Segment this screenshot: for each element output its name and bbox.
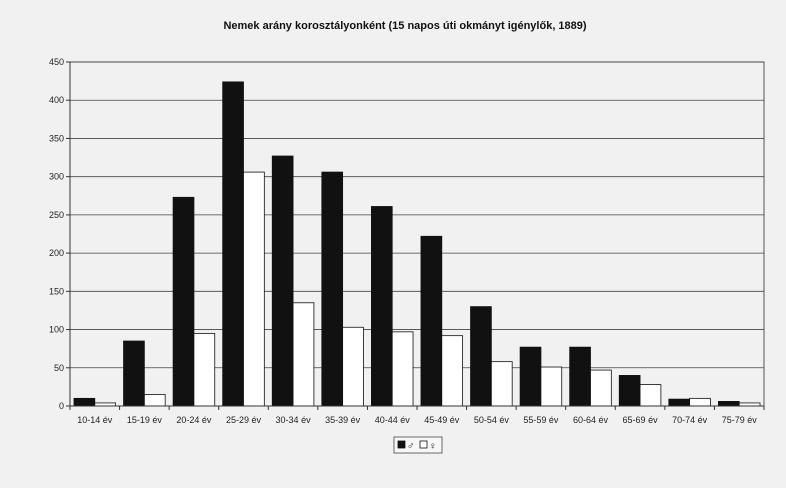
bar-female bbox=[243, 171, 265, 407]
y-tick-label: 150 bbox=[49, 286, 64, 296]
y-tick-label: 300 bbox=[49, 172, 64, 182]
y-tick-label: 250 bbox=[49, 210, 64, 220]
bar-female bbox=[292, 302, 315, 407]
x-tick-label: 25-29 év bbox=[226, 415, 262, 425]
x-tick-label: 20-24 év bbox=[176, 415, 212, 425]
legend-swatch bbox=[419, 440, 428, 449]
bar-female bbox=[490, 361, 513, 407]
bar-female bbox=[441, 335, 464, 407]
bar-female bbox=[689, 397, 711, 407]
x-tick-label: 40-44 év bbox=[375, 415, 411, 425]
x-tick-label: 70-74 év bbox=[672, 415, 708, 425]
y-tick-label: 400 bbox=[49, 95, 64, 105]
x-tick-label: 15-19 év bbox=[127, 415, 163, 425]
bar-male bbox=[618, 375, 641, 407]
bar-female bbox=[143, 394, 166, 407]
legend-box bbox=[393, 436, 443, 454]
y-tick-label: 100 bbox=[49, 325, 64, 335]
y-tick-label: 200 bbox=[49, 248, 64, 258]
x-tick-label: 45-49 év bbox=[424, 415, 460, 425]
x-tick-label: 75-79 év bbox=[722, 415, 758, 425]
bar-female bbox=[193, 332, 216, 407]
y-tick-label: 0 bbox=[59, 401, 64, 411]
legend: ♂ ♀ bbox=[393, 436, 443, 454]
bar-female bbox=[590, 369, 612, 407]
bar-male bbox=[172, 196, 195, 407]
bar-male bbox=[321, 171, 344, 407]
legend-label: ♂ bbox=[407, 441, 415, 452]
x-tick-label: 65-69 év bbox=[623, 415, 659, 425]
bar-female bbox=[342, 326, 364, 407]
bar-male bbox=[420, 235, 443, 407]
legend-label: ♀ bbox=[429, 441, 437, 452]
legend-swatch bbox=[397, 440, 406, 449]
bar-male bbox=[370, 206, 393, 407]
bar-male bbox=[271, 155, 294, 407]
y-tick-label: 450 bbox=[49, 57, 64, 67]
axes: 0 50 100 150 200 250 300 350 400 450 10-14 év 15-19… bbox=[49, 57, 765, 425]
bar-female bbox=[639, 384, 662, 407]
bar-male bbox=[73, 397, 96, 407]
x-tick-label: 10-14 év bbox=[77, 415, 113, 425]
y-tick-label: 350 bbox=[49, 133, 64, 143]
x-tick-label: 60-64 év bbox=[573, 415, 609, 425]
bar-male bbox=[123, 340, 145, 407]
x-tick-label: 35-39 év bbox=[325, 415, 361, 425]
bars bbox=[73, 81, 761, 407]
x-tick-label: 50-54 év bbox=[474, 415, 510, 425]
y-tick-label: 50 bbox=[54, 363, 64, 373]
bar-male bbox=[222, 81, 244, 407]
bar-male bbox=[470, 306, 492, 407]
bar-male bbox=[569, 346, 591, 407]
chart-title: Nemek arány korosztályonként (15 napos ú… bbox=[223, 20, 586, 32]
bar-female bbox=[391, 331, 414, 407]
x-tick-label: 30-34 év bbox=[276, 415, 312, 425]
bar-male bbox=[519, 346, 542, 407]
bar-female bbox=[540, 366, 563, 407]
x-tick-label: 55-59 év bbox=[523, 415, 559, 425]
bar-male bbox=[717, 401, 740, 407]
bar-male bbox=[668, 398, 691, 407]
